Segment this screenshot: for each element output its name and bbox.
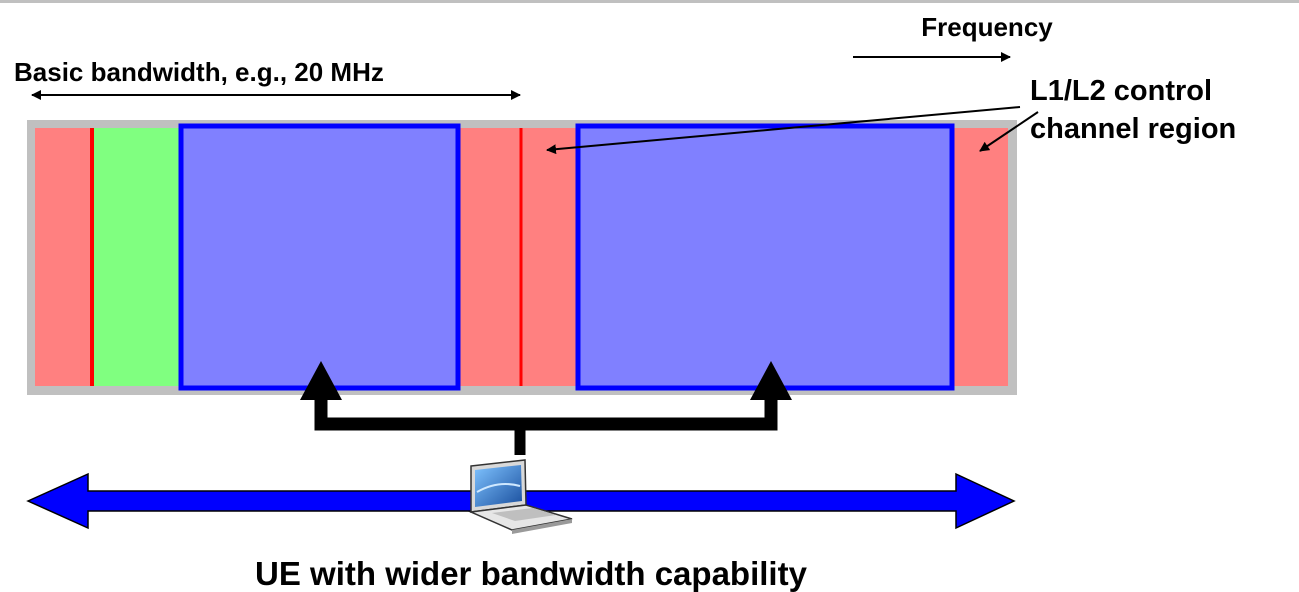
- frequency-label: Frequency: [921, 12, 1053, 42]
- scheduled-block-1: [178, 123, 461, 391]
- ue-connector: [300, 361, 792, 455]
- control-region-left: [35, 128, 92, 386]
- ue-caption: UE with wider bandwidth capability: [255, 555, 808, 592]
- scheduled-block-2: [575, 123, 955, 391]
- control-region-right: [952, 128, 1008, 386]
- connector-arrowhead-right: [750, 361, 792, 400]
- green-region: [92, 128, 180, 386]
- connector-arrowhead-left: [300, 361, 342, 400]
- control-pointer-arrow-middle: [546, 106, 1021, 155]
- laptop-icon: [468, 459, 573, 534]
- control-pointer-arrow-right: [979, 111, 1039, 152]
- control-region-middle: [460, 128, 578, 386]
- basic-bandwidth-label: Basic bandwidth, e.g., 20 MHz: [14, 57, 384, 87]
- control-region-label-line1: L1/L2 control: [1030, 75, 1212, 107]
- control-region-label-line2: channel region: [1030, 113, 1236, 145]
